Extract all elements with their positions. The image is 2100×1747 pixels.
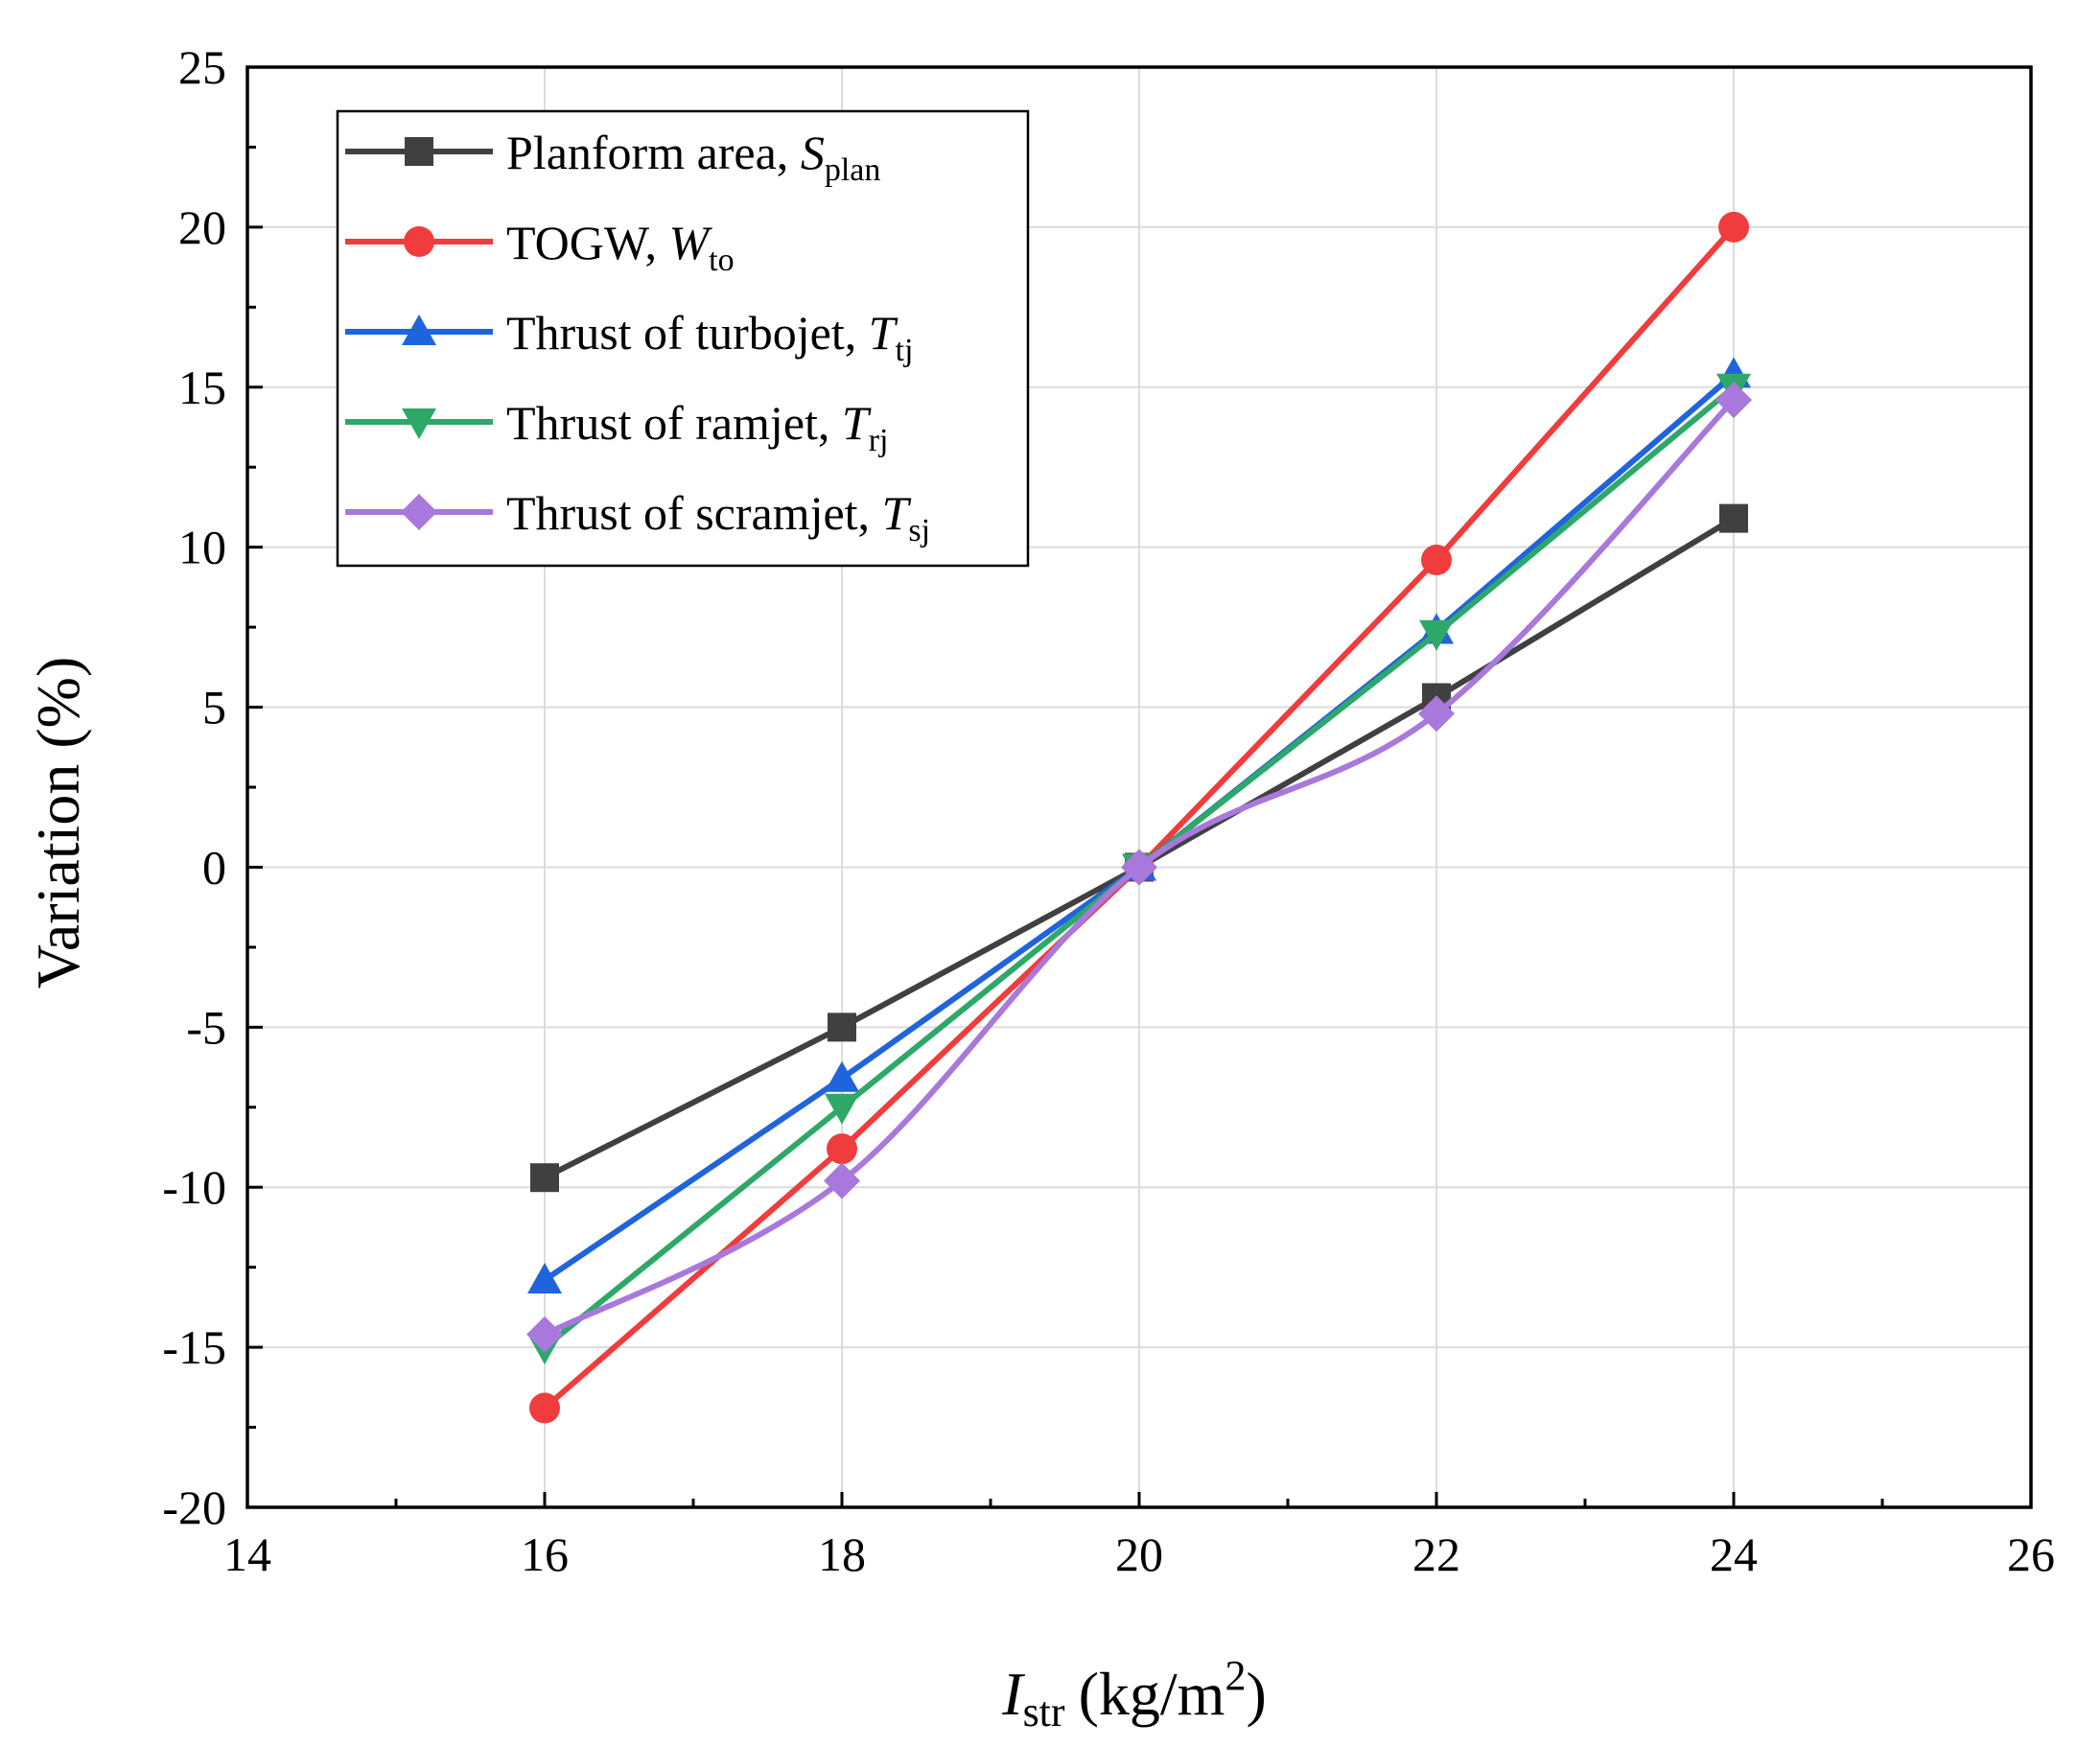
y-tick-label: 0 [202, 840, 226, 894]
legend-marker [404, 226, 434, 257]
y-tick-label: 25 [178, 40, 226, 94]
legend-label-var: W [668, 216, 712, 269]
legend-label-sub: to [709, 243, 734, 278]
data-point-plan [828, 1013, 856, 1042]
legend-label-var: T [882, 486, 912, 540]
y-tick-label: -20 [162, 1480, 226, 1534]
legend-label-text: Planform area, [506, 126, 801, 179]
legend-label-text: Thrust of ramjet, [506, 396, 842, 450]
x-tick-label: 22 [1412, 1527, 1460, 1581]
legend-label: Thrust of turbojet, Ttj [506, 306, 913, 368]
legend-label-sub: plan [825, 152, 881, 188]
data-point-to [1718, 211, 1749, 243]
legend-box [336, 109, 1030, 568]
legend-marker [401, 494, 437, 530]
y-tick-label: 10 [178, 521, 226, 574]
legend-label-sub: sj [908, 513, 930, 548]
x-tick-label: 20 [1115, 1527, 1163, 1581]
legend-label-text: TOGW, [506, 216, 668, 269]
data-point-sj [1121, 849, 1157, 886]
x-axis-title-sup: 2 [1225, 1652, 1246, 1699]
data-point-tj [825, 1060, 859, 1092]
legend-item-to: TOGW, Wto [345, 216, 735, 278]
legend-item-plan: Planform area, Splan [345, 126, 880, 188]
series-sj [526, 382, 1752, 1353]
data-point-sj [824, 1162, 860, 1200]
data-point-rj [1419, 619, 1454, 651]
y-tick-label: 15 [178, 361, 226, 414]
legend-label-var: S [801, 126, 825, 179]
x-tick-label: 16 [521, 1527, 569, 1581]
data-point-sj [1715, 382, 1752, 419]
y-tick-label: -15 [162, 1320, 226, 1374]
x-axis-title-sub: str [1023, 1689, 1065, 1735]
legend-label-text: Thrust of turbojet, [506, 306, 869, 360]
data-point-to [529, 1392, 560, 1424]
legend-label-text: Thrust of scramjet, [506, 486, 882, 540]
data-point-to [1421, 545, 1452, 576]
x-axis-title-unit: (kg/m [1079, 1660, 1225, 1728]
data-point-rj [825, 1093, 859, 1125]
series-group [526, 211, 1752, 1424]
legend-marker [405, 137, 433, 166]
y-tick-label: -10 [162, 1160, 226, 1214]
legend-marker [402, 314, 436, 345]
data-point-sj [1418, 695, 1455, 733]
legend: Planform area, Splan TOGW, Wto Thrust of t… [336, 109, 1030, 568]
y-axis-title: Variation (%) [24, 657, 92, 990]
data-point-to [827, 1133, 857, 1165]
legend-label: Thrust of scramjet, Tsj [506, 486, 930, 548]
legend-label: Thrust of ramjet, Trj [506, 396, 889, 458]
legend-label-var: T [842, 396, 872, 450]
axis-ticks: 14 16 18 20 22 24 26 -20 -15 -10 -5 0 5 10 15 20 25 [162, 40, 2055, 1581]
data-point-tj [527, 1263, 562, 1294]
y-tick-label: 5 [202, 681, 226, 734]
legend-item-sj: Thrust of scramjet, Tsj [345, 486, 930, 548]
x-axis-title: Istr (kg/m2) [1001, 1652, 1267, 1735]
legend-item-tj: Thrust of turbojet, Ttj [345, 306, 913, 368]
x-tick-label: 18 [818, 1527, 866, 1581]
legend-label-sub: rj [869, 423, 889, 458]
legend-item-rj: Thrust of ramjet, Trj [345, 396, 889, 458]
x-axis-title-close: ) [1246, 1660, 1266, 1728]
y-tick-label: -5 [186, 1000, 226, 1054]
x-tick-label: 24 [1710, 1527, 1758, 1581]
legend-marker [402, 408, 436, 439]
legend-label: Planform area, Splan [506, 126, 880, 188]
x-tick-label: 26 [2007, 1527, 2055, 1581]
legend-label: TOGW, Wto [506, 216, 735, 278]
x-tick-label: 14 [223, 1527, 271, 1581]
x-axis-title-var: I [1001, 1660, 1025, 1728]
data-point-sj [526, 1316, 563, 1353]
legend-label-sub: tj [896, 333, 914, 368]
data-point-plan [1719, 503, 1748, 533]
legend-label-var: T [869, 306, 898, 360]
y-tick-label: 20 [178, 200, 226, 254]
data-point-plan [530, 1163, 559, 1193]
